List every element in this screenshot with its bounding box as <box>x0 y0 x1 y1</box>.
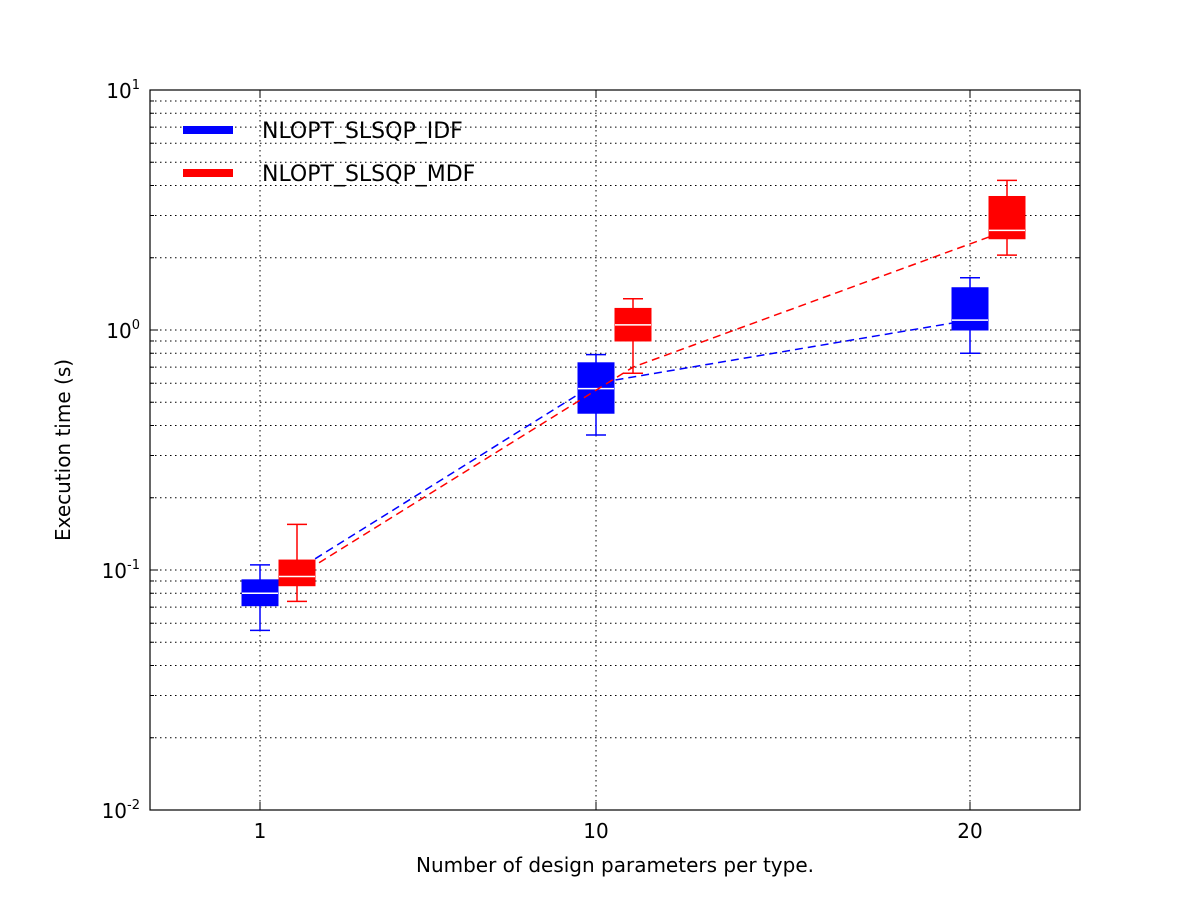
legend: NLOPT_SLSQP_IDF NLOPT_SLSQP_MDF <box>183 119 475 187</box>
box-iqr <box>988 195 1026 240</box>
box-NLOPT_SLSQP_MDF-10 <box>614 297 652 375</box>
series-NLOPT_SLSQP_MDF <box>278 179 1026 603</box>
series-layer <box>241 179 1026 632</box>
y-axis-label: Execution time (s) <box>51 359 75 541</box>
x-tick-label-20: 20 <box>957 819 982 843</box>
box-NLOPT_SLSQP_MDF-20 <box>988 179 1026 256</box>
box-NLOPT_SLSQP_IDF-10 <box>577 353 615 436</box>
x-tick-label-1: 1 <box>254 819 267 843</box>
box-NLOPT_SLSQP_IDF-20 <box>951 277 989 355</box>
axis-ticks <box>150 89 1080 811</box>
box-iqr <box>278 559 316 587</box>
legend-item-NLOPT_SLSQP_MDF: NLOPT_SLSQP_MDF <box>183 162 475 187</box>
x-axis-label: Number of design parameters per type. <box>416 853 814 877</box>
y-tick-label: 10-2 <box>102 798 140 823</box>
series-NLOPT_SLSQP_IDF <box>241 277 989 632</box>
legend-label: NLOPT_SLSQP_IDF <box>262 119 463 144</box>
legend-item-NLOPT_SLSQP_IDF: NLOPT_SLSQP_IDF <box>183 119 463 144</box>
axis-tick-labels: 1 10 20 10-2 10-1 100 101 <box>102 78 983 843</box>
x-tick-label-10: 10 <box>583 819 608 843</box>
y-tick-label: 101 <box>106 78 140 103</box>
box-NLOPT_SLSQP_MDF-1 <box>278 523 316 603</box>
legend-label: NLOPT_SLSQP_MDF <box>262 162 475 187</box>
box-NLOPT_SLSQP_IDF-1 <box>241 564 279 632</box>
box-iqr <box>951 287 989 331</box>
y-tick-label: 10-1 <box>102 558 140 583</box>
plot-frame <box>149 89 1081 811</box>
y-tick-label: 100 <box>106 318 140 343</box>
